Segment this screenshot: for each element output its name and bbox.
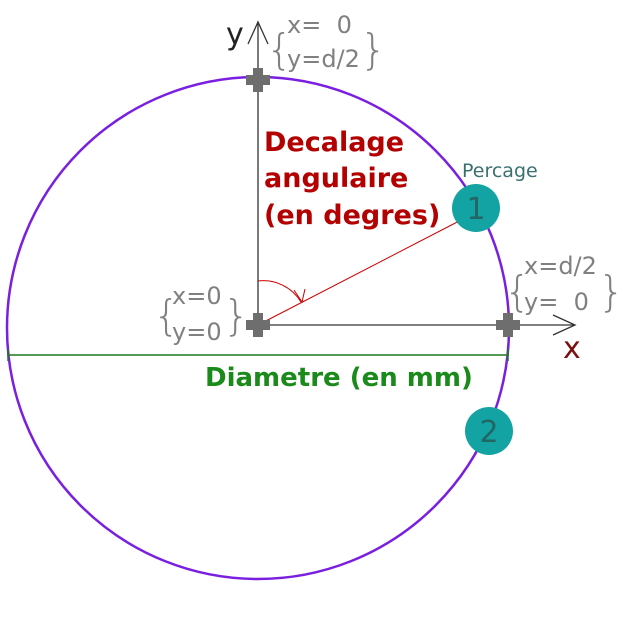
coord-top-left-brace: { bbox=[266, 25, 293, 74]
angle-arc-arrowhead bbox=[293, 288, 306, 304]
coord-top: { x= 0 y=d/2 } bbox=[266, 11, 387, 74]
angular-offset-line-2: angulaire bbox=[264, 163, 408, 194]
hole-2-circle bbox=[465, 407, 513, 455]
x-axis-label: x bbox=[563, 331, 581, 366]
coord-origin-x: x=0 bbox=[172, 282, 222, 310]
angle-arc bbox=[257, 280, 302, 303]
coord-right-right-brace: } bbox=[598, 267, 625, 316]
marker-top bbox=[246, 68, 270, 92]
y-axis-label: y bbox=[226, 17, 244, 52]
coord-origin-left-brace: { bbox=[153, 291, 180, 340]
coord-top-x: x= 0 bbox=[287, 11, 352, 39]
coord-top-y: y=d/2 bbox=[287, 45, 360, 73]
angular-offset-line-1: Decalage bbox=[264, 127, 404, 158]
coord-right-y: y= 0 bbox=[524, 288, 589, 316]
marker-right bbox=[496, 313, 520, 337]
hole-2-number: 2 bbox=[479, 415, 498, 450]
marker-origin bbox=[246, 313, 270, 337]
hole-1: 1 bbox=[452, 184, 500, 232]
coord-origin-right-brace: } bbox=[223, 291, 250, 340]
coord-right-x: x=d/2 bbox=[524, 252, 597, 280]
coord-top-right-brace: } bbox=[360, 25, 387, 74]
drilling-label: Percage bbox=[462, 160, 538, 182]
coord-right: { x=d/2 y= 0 } bbox=[504, 252, 625, 316]
diameter-label: Diametre (en mm) bbox=[205, 363, 473, 393]
angular-offset-line-3: (en degres) bbox=[264, 200, 440, 231]
coord-right-left-brace: { bbox=[504, 267, 531, 316]
hole-1-circle bbox=[452, 184, 500, 232]
y-axis-arrowhead bbox=[247, 20, 269, 45]
hole-1-number: 1 bbox=[466, 192, 485, 227]
angle-line bbox=[257, 217, 466, 326]
coord-origin: { x=0 y=0 } bbox=[153, 282, 250, 346]
hole-2: 2 bbox=[465, 407, 513, 455]
coord-origin-y: y=0 bbox=[172, 318, 222, 346]
angular-offset-label: Decalage angulaire (en degres) bbox=[264, 127, 440, 231]
x-axis-arrowhead bbox=[552, 314, 577, 336]
